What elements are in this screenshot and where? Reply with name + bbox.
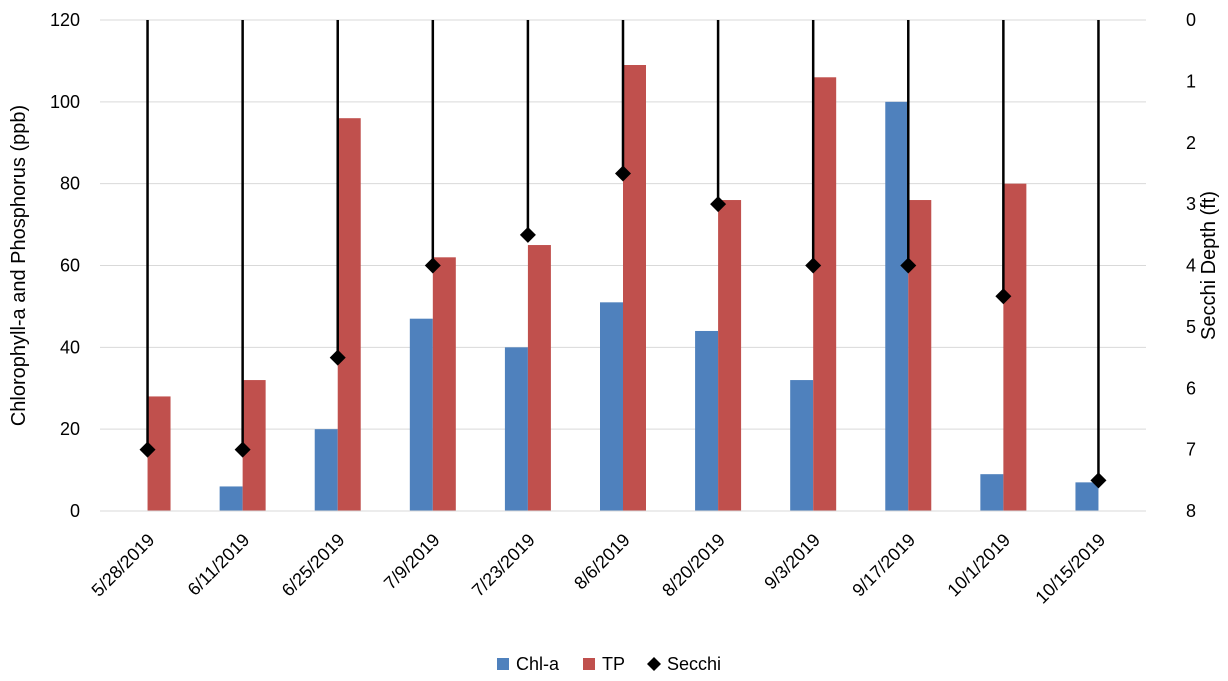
right-tick-label: 5 (1186, 317, 1196, 337)
left-axis-title: Chlorophyll-a and Phosphorus (ppb) (8, 105, 30, 426)
left-tick-label: 80 (60, 174, 80, 194)
right-tick-label: 0 (1186, 10, 1196, 30)
x-tick-label: 10/1/2019 (943, 530, 1014, 601)
x-tick-label: 7/9/2019 (380, 530, 444, 594)
x-tick-label: 8/20/2019 (658, 530, 729, 601)
bar-chl-a (790, 380, 814, 511)
right-axis-ticks: 0 1 2 3 4 5 6 7 8 (1186, 10, 1196, 521)
secchi-marker (615, 165, 631, 182)
legend-label-secchi: Secchi (667, 654, 721, 674)
secchi-marker (995, 288, 1012, 305)
left-tick-label: 0 (70, 501, 80, 521)
bar-tp (337, 118, 361, 511)
secchi-marker (519, 226, 536, 243)
x-tick-label: 6/25/2019 (278, 530, 349, 601)
legend: Chl-a TP Secchi (497, 654, 721, 674)
secchi-marker (1090, 472, 1107, 489)
bar-chl-a (885, 101, 909, 511)
x-tick-label: 6/11/2019 (184, 530, 254, 600)
bar-chl-a (409, 318, 433, 511)
right-tick-label: 6 (1186, 378, 1196, 398)
x-axis-ticks: 5/28/2019 6/11/2019 6/25/2019 7/9/2019 7/23/… (88, 530, 1110, 608)
right-tick-label: 8 (1186, 501, 1196, 521)
x-tick-label: 9/3/2019 (760, 530, 824, 594)
bar-chl-a (980, 474, 1004, 511)
secchi-marker (805, 257, 822, 274)
secchi-marker (710, 196, 727, 213)
left-tick-label: 100 (50, 92, 80, 112)
bar-tp (908, 200, 932, 512)
left-tick-label: 60 (60, 256, 80, 276)
secchi-markers (139, 165, 1107, 489)
right-tick-label: 1 (1186, 71, 1196, 91)
bar-chl-a (1075, 482, 1099, 511)
x-tick-label: 10/15/2019 (1031, 530, 1109, 608)
legend-label-tp: TP (602, 654, 625, 674)
secchi-marker (424, 257, 441, 274)
legend-swatch-tp (583, 658, 595, 670)
right-tick-label: 2 (1186, 133, 1196, 153)
bar-chl-a (314, 429, 338, 511)
legend-label-chl-a: Chl-a (516, 654, 560, 674)
bar-tp (147, 396, 171, 511)
x-tick-label: 9/17/2019 (848, 530, 919, 601)
bar-chl-a (219, 486, 243, 511)
secchi-marker (139, 441, 156, 458)
right-tick-label: 3 (1186, 194, 1196, 214)
bar-tp (1003, 183, 1027, 511)
legend-swatch-secchi (647, 657, 661, 671)
bar-tp (813, 77, 837, 512)
bar-tp (527, 245, 551, 511)
left-tick-label: 20 (60, 419, 80, 439)
right-tick-label: 4 (1186, 256, 1196, 276)
bar-tp (623, 65, 646, 511)
x-tick-label: 8/6/2019 (570, 530, 634, 594)
right-tick-label: 7 (1186, 440, 1196, 460)
x-tick-label: 5/28/2019 (88, 530, 159, 601)
secchi-marker (329, 349, 346, 366)
secchi-marker (234, 441, 251, 458)
secchi-drop-lines (146, 20, 1100, 481)
right-axis-title: Secchi Depth (ft) (1198, 191, 1220, 340)
bar-chl-a (600, 302, 623, 511)
left-axis-ticks: 0 20 40 60 80 100 120 (50, 10, 80, 521)
bar-chl-a (695, 330, 719, 511)
left-tick-label: 120 (50, 10, 80, 30)
secchi-marker (900, 257, 917, 274)
x-tick-label: 7/23/2019 (468, 530, 539, 601)
bar-chl-a (504, 347, 528, 511)
bar-tp (718, 200, 742, 512)
legend-swatch-chl-a (497, 658, 509, 670)
bar-tp (432, 257, 456, 511)
bars (147, 65, 1099, 512)
left-tick-label: 40 (60, 337, 80, 357)
bar-tp (242, 380, 266, 511)
